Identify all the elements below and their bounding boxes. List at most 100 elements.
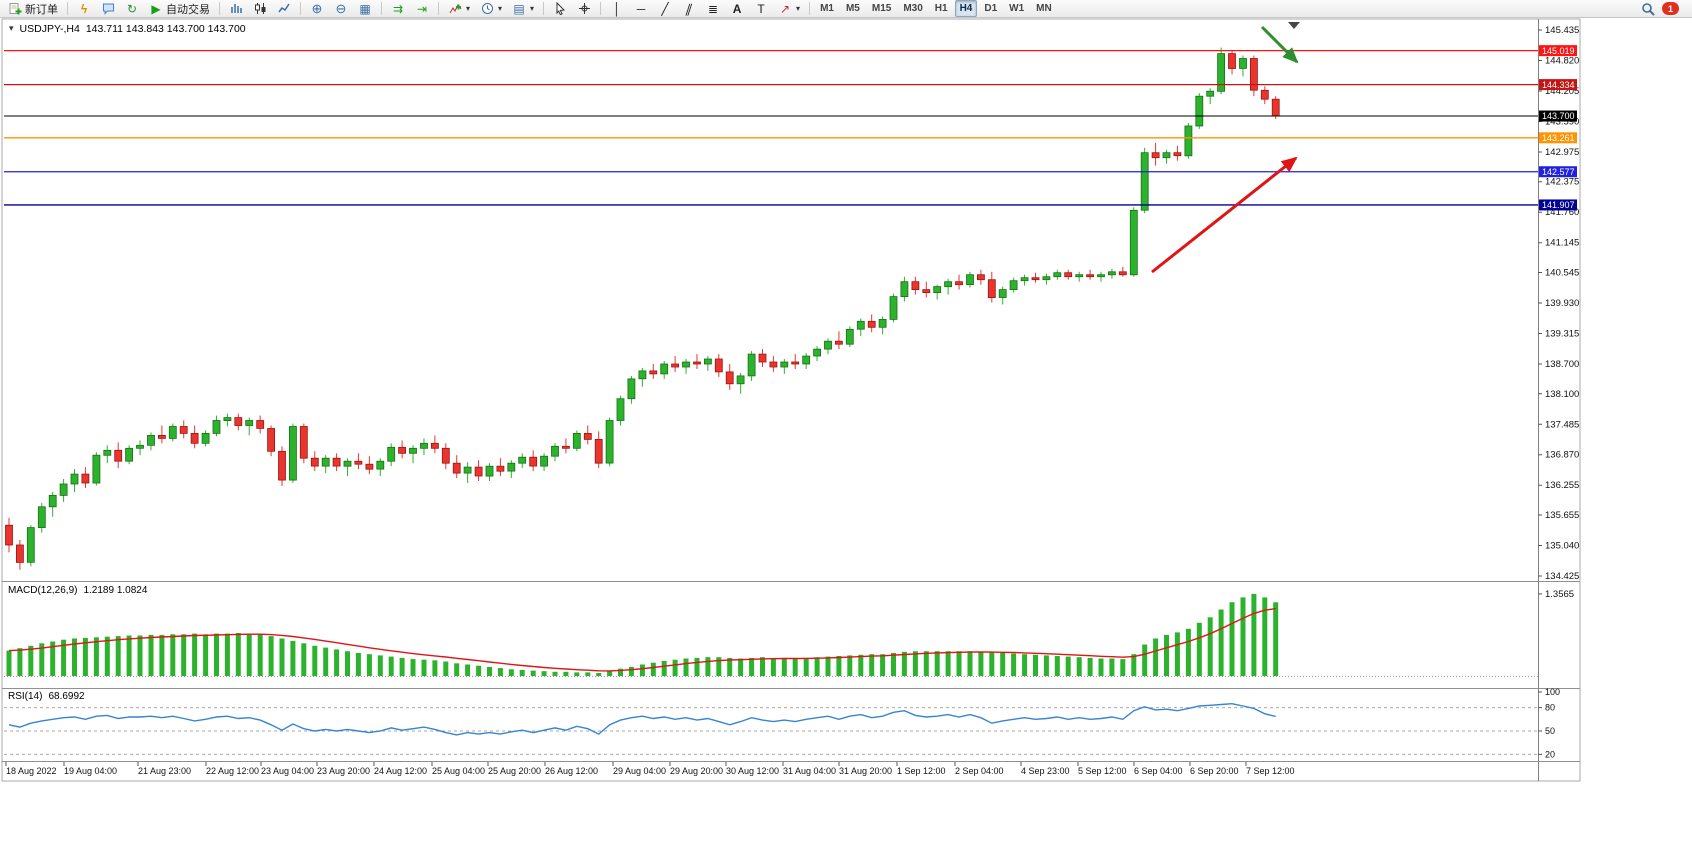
chevron-down-icon: ▾ xyxy=(466,4,471,13)
timeframe-button-d1[interactable]: D1 xyxy=(984,3,998,14)
refresh-icon: ↻ xyxy=(126,1,138,16)
svg-text:136.255: 136.255 xyxy=(1545,480,1579,491)
lightning-icon: ϟ xyxy=(80,1,88,16)
text-button[interactable]: A xyxy=(726,0,748,18)
rsi-name: RSI(14) xyxy=(8,691,43,702)
zoom-in-button[interactable]: ⊕ xyxy=(306,0,328,18)
fibonacci-button[interactable]: ≣ xyxy=(702,0,724,18)
candlestick-chart-button[interactable] xyxy=(249,0,271,18)
auto-trading-button[interactable]: ▶ 自动交易 xyxy=(145,0,214,18)
svg-text:7 Sep 12:00: 7 Sep 12:00 xyxy=(1246,766,1295,776)
speech-bubble-icon xyxy=(101,2,115,16)
svg-text:144.205: 144.205 xyxy=(1545,86,1579,97)
time-axis[interactable]: 18 Aug 2022 19 Aug 04:00 21 Aug 23:00 22 Au… xyxy=(5,762,1295,776)
svg-text:50: 50 xyxy=(1545,726,1555,736)
svg-text:19 Aug 04:00: 19 Aug 04:00 xyxy=(64,766,117,776)
svg-text:138.700: 138.700 xyxy=(1545,359,1579,370)
tile-windows-button[interactable]: ▦ xyxy=(354,0,376,18)
svg-text:144.820: 144.820 xyxy=(1545,55,1579,66)
svg-text:143.261: 143.261 xyxy=(1542,133,1575,143)
bar-chart-button[interactable] xyxy=(225,0,247,18)
horizontal-line-icon: ─ xyxy=(636,1,646,16)
channel-button[interactable]: ∥ xyxy=(678,0,700,18)
toolbar-right-group: 1 xyxy=(1641,2,1689,16)
rsi-label: RSI(14) 68.6992 xyxy=(8,691,85,702)
svg-text:135.655: 135.655 xyxy=(1545,510,1579,521)
svg-text:142.375: 142.375 xyxy=(1545,177,1579,188)
one-click-trading-icon[interactable]: ▾ xyxy=(9,23,14,33)
svg-text:6 Sep 04:00: 6 Sep 04:00 xyxy=(1134,766,1183,776)
toolbar-separator xyxy=(381,2,382,15)
channel-icon: ∥ xyxy=(683,1,695,16)
svg-text:139.315: 139.315 xyxy=(1545,328,1579,339)
rsi-value: 68.6992 xyxy=(48,691,85,702)
auto-trading-label: 自动交易 xyxy=(166,3,210,16)
horizontal-line-button[interactable]: ─ xyxy=(630,0,652,18)
text-label-button[interactable]: T xyxy=(750,0,772,18)
svg-text:31 Aug 04:00: 31 Aug 04:00 xyxy=(783,766,836,776)
main-toolbar: 新订单 ϟ ↻ ▶ 自动交易 ⊕ ⊖ ▦ ⇉ ⇥ ▾ xyxy=(0,0,1692,18)
data-window-button[interactable] xyxy=(97,0,119,18)
svg-text:6 Sep 20:00: 6 Sep 20:00 xyxy=(1190,766,1239,776)
macd-label: MACD(12,26,9) 1.2189 1.0824 xyxy=(8,585,147,596)
timeframe-button-h4[interactable]: H4 xyxy=(954,0,978,17)
toolbar-separator xyxy=(67,2,68,15)
arrows-button[interactable]: ↗ ▾ xyxy=(774,0,804,18)
svg-text:141.760: 141.760 xyxy=(1545,207,1579,218)
svg-text:140.545: 140.545 xyxy=(1545,268,1579,279)
svg-text:26 Aug 12:00: 26 Aug 12:00 xyxy=(545,766,598,776)
zoom-out-icon: ⊖ xyxy=(335,1,347,16)
notification-badge[interactable]: 1 xyxy=(1662,2,1679,15)
timeframe-button-mn[interactable]: MN xyxy=(1036,3,1052,14)
timeframe-button-m15[interactable]: M15 xyxy=(871,3,892,14)
svg-text:20: 20 xyxy=(1545,749,1555,759)
text-icon: A xyxy=(732,1,742,16)
tile-windows-icon: ▦ xyxy=(359,1,371,16)
refresh-button[interactable]: ↻ xyxy=(121,0,143,18)
cursor-button[interactable] xyxy=(549,0,571,18)
svg-text:29 Aug 04:00: 29 Aug 04:00 xyxy=(613,766,666,776)
svg-text:145.435: 145.435 xyxy=(1545,25,1579,36)
new-order-icon xyxy=(8,2,22,16)
line-chart-button[interactable] xyxy=(273,0,295,18)
ohlc-values: 143.711 143.843 143.700 143.700 xyxy=(85,23,246,35)
timeframe-button-h1[interactable]: H1 xyxy=(934,3,948,14)
new-order-button[interactable]: 新订单 xyxy=(4,0,62,18)
search-icon[interactable] xyxy=(1641,2,1655,16)
toolbar-separator xyxy=(600,2,602,15)
metaeditor-button[interactable]: ϟ xyxy=(73,0,95,18)
svg-text:25 Aug 20:00: 25 Aug 20:00 xyxy=(488,766,541,776)
timeframe-button-m1[interactable]: M1 xyxy=(820,3,834,14)
timeframe-button-w1[interactable]: W1 xyxy=(1009,3,1025,14)
chart-shift-button[interactable]: ⇥ xyxy=(411,0,433,18)
templates-icon: ▤ xyxy=(513,1,525,16)
cursor-icon xyxy=(553,2,567,16)
periods-button[interactable]: ▾ xyxy=(476,0,506,18)
price-axis[interactable]: 145.435 144.820 144.205 143.590 142.975 142.3… xyxy=(1538,25,1579,582)
svg-text:143.590: 143.590 xyxy=(1545,116,1579,127)
indicators-button[interactable]: ▾ xyxy=(444,0,474,18)
svg-text:2 Sep 04:00: 2 Sep 04:00 xyxy=(955,766,1004,776)
templates-button[interactable]: ▤ ▾ xyxy=(508,0,538,18)
indicators-icon xyxy=(448,2,462,16)
svg-text:30 Aug 12:00: 30 Aug 12:00 xyxy=(726,766,779,776)
svg-text:138.100: 138.100 xyxy=(1545,389,1579,400)
svg-text:134.425: 134.425 xyxy=(1545,571,1579,582)
svg-text:141.907: 141.907 xyxy=(1542,200,1575,210)
auto-scroll-button[interactable]: ⇉ xyxy=(387,0,409,18)
annotations-layer[interactable] xyxy=(1151,22,1300,274)
trendline-button[interactable]: ╱ xyxy=(654,0,676,18)
arrow-object-icon: ↗ xyxy=(780,1,791,16)
fibonacci-icon: ≣ xyxy=(708,1,719,16)
crosshair-button[interactable] xyxy=(573,0,595,18)
crosshair-icon xyxy=(577,2,591,16)
zoom-out-button[interactable]: ⊖ xyxy=(330,0,352,18)
bar-chart-icon xyxy=(229,2,243,16)
vertical-line-button[interactable]: │ xyxy=(606,0,628,18)
svg-text:23 Aug 20:00: 23 Aug 20:00 xyxy=(317,766,370,776)
chart-window-frame xyxy=(1,18,1581,782)
timeframe-button-m30[interactable]: M30 xyxy=(903,3,923,14)
timeframe-button-m5[interactable]: M5 xyxy=(845,3,860,14)
chevron-down-icon: ▾ xyxy=(530,4,535,13)
